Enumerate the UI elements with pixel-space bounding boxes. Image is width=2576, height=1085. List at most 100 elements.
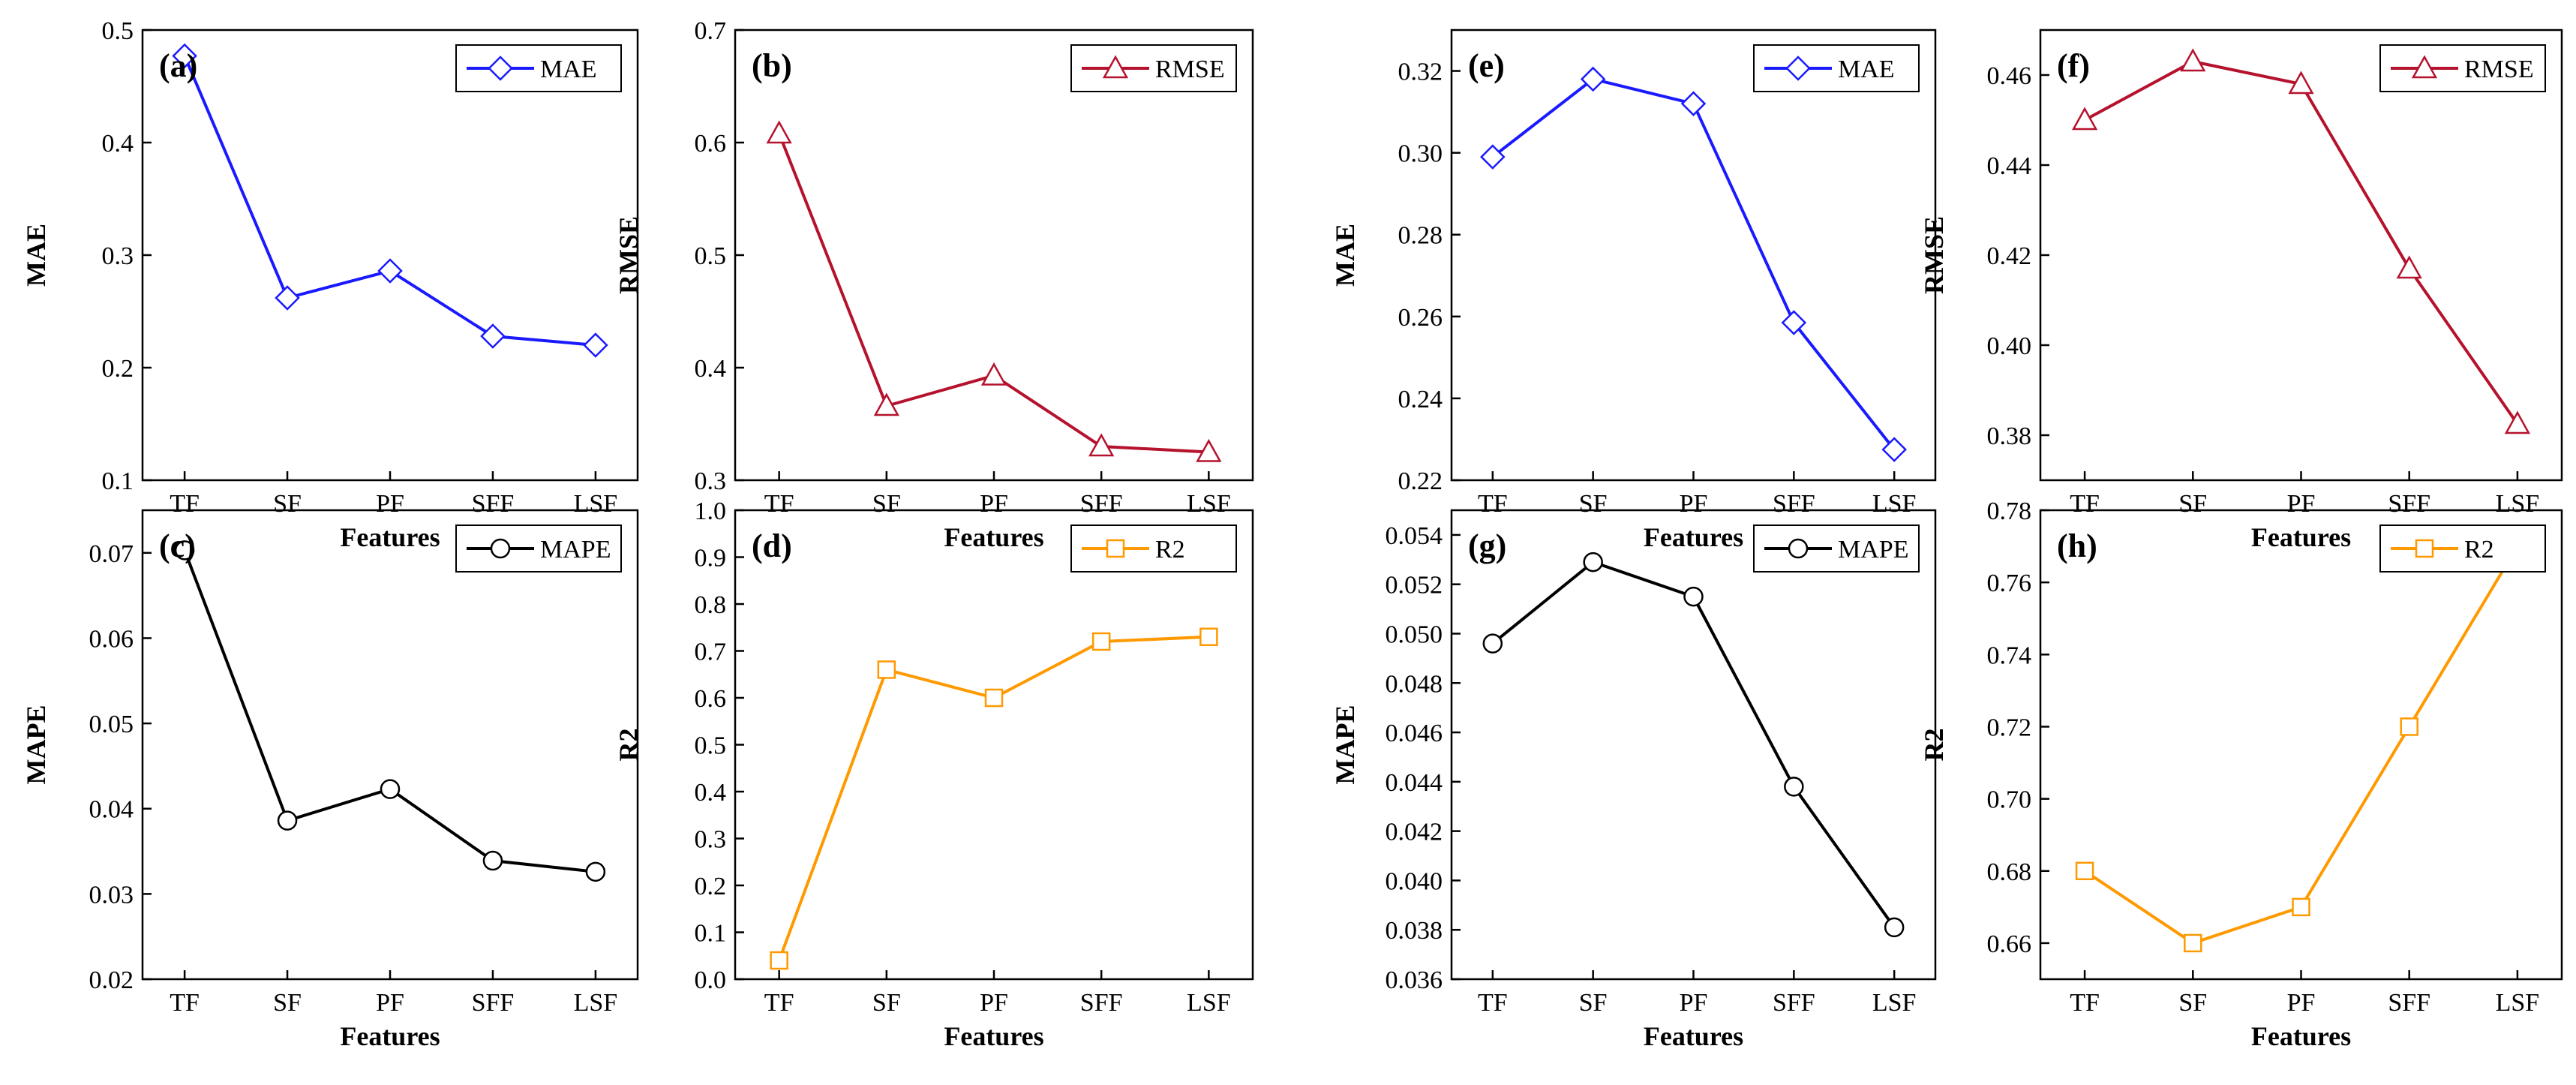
x-axis-title: Features <box>944 1021 1043 1051</box>
x-axis-title: Features <box>2251 522 2351 552</box>
x-tick-label: LSF <box>1872 490 1917 518</box>
x-tick-label: SFF <box>1080 989 1123 1017</box>
x-tick-label: LSF <box>2496 989 2540 1017</box>
legend: RMSE <box>1070 44 1237 92</box>
series-line <box>183 55 596 347</box>
series-line <box>1491 560 1896 929</box>
y-tick-label: 0.06 <box>89 625 134 653</box>
x-tick-label: PF <box>2287 490 2316 518</box>
x-tick-label: TF <box>2070 490 2100 518</box>
x-tick-label: SFF <box>1773 989 1815 1017</box>
y-tick-label: 0.2 <box>102 355 134 383</box>
x-tick-label: SFF <box>1080 490 1123 518</box>
x-axis-title: Features <box>2251 1021 2351 1051</box>
y-tick-label: 0.1 <box>695 920 727 948</box>
data-point <box>583 332 608 358</box>
y-tick-label: 0.050 <box>1386 621 1443 648</box>
data-point <box>275 285 300 311</box>
y-tick-label: 0.74 <box>1987 642 2032 669</box>
data-point <box>980 362 1007 386</box>
legend-label: MAPE <box>540 536 611 564</box>
plot-frame <box>1450 509 1937 981</box>
data-point <box>1199 627 1218 646</box>
x-tick-label: LSF <box>1872 989 1917 1017</box>
series-line <box>1491 77 1896 451</box>
y-tick-label: 0.038 <box>1386 917 1443 945</box>
legend-label: MAE <box>540 56 597 83</box>
y-tick-label: 0.3 <box>695 826 727 854</box>
x-tick-label: TF <box>170 490 200 518</box>
legend: RMSE <box>2379 44 2546 92</box>
data-point <box>1583 552 1603 573</box>
data-point <box>770 951 788 970</box>
y-tick-label: 0.22 <box>1398 467 1443 495</box>
x-tick-label: SFF <box>2388 989 2430 1017</box>
y-tick-label: 0.052 <box>1386 572 1443 600</box>
legend-marker <box>1785 56 1811 81</box>
legend-box <box>1070 44 1237 92</box>
x-tick-label: PF <box>376 989 404 1017</box>
y-tick-label: 0.44 <box>1987 152 2032 180</box>
data-point <box>172 43 197 69</box>
y-tick-label: 0.7 <box>695 17 727 45</box>
x-axis-title: Features <box>1644 1021 1743 1051</box>
data-point <box>1091 632 1111 651</box>
y-axis-title: MAPE <box>21 705 51 785</box>
data-point <box>2071 107 2098 131</box>
y-tick-label: 0.5 <box>102 17 134 45</box>
y-tick-label: 0.28 <box>1398 222 1443 250</box>
x-tick-label: SFF <box>472 989 515 1017</box>
x-axis-title: Features <box>944 522 1043 552</box>
y-tick-label: 0.24 <box>1398 386 1443 413</box>
y-tick-label: 0.036 <box>1386 966 1443 994</box>
plot-frame <box>734 509 1254 981</box>
data-point <box>480 323 506 349</box>
panel-label: (c) <box>159 527 196 564</box>
x-tick-label: SF <box>1579 490 1608 518</box>
legend: MAE <box>1753 44 1920 92</box>
data-point <box>1580 66 1606 92</box>
y-tick-label: 0.78 <box>1987 497 2032 525</box>
y-tick-label: 0.4 <box>695 355 727 383</box>
data-point <box>1784 777 1804 797</box>
x-tick-label: PF <box>2287 989 2316 1017</box>
y-tick-label: 0.044 <box>1386 769 1443 797</box>
chart-panel: 0.22 0.24 0.26 0.28 0.30 0.32 TF SF PF SFF LSF Feat… <box>1330 29 1937 552</box>
data-point <box>1480 144 1506 170</box>
legend: MAE <box>455 44 622 92</box>
panel-label: (d) <box>752 527 792 564</box>
x-tick-label: TF <box>170 989 200 1017</box>
x-tick-label: PF <box>1680 989 1708 1017</box>
y-tick-label: 0.38 <box>1987 422 2032 450</box>
data-point <box>1196 438 1222 462</box>
y-tick-label: 0.02 <box>89 966 134 994</box>
y-tick-label: 0.30 <box>1398 140 1443 168</box>
x-tick-label: LSF <box>1187 490 1231 518</box>
x-tick-label: PF <box>980 490 1008 518</box>
data-point <box>1683 586 1704 607</box>
legend-marker <box>1788 538 1809 559</box>
y-tick-label: 0.042 <box>1386 819 1443 846</box>
data-point <box>2180 48 2206 72</box>
chart-panel: 0.02 0.03 0.04 0.05 0.06 0.07 TF SF PF SFF LSF Feat… <box>21 509 639 1051</box>
y-tick-label: 0.05 <box>89 711 134 738</box>
data-point <box>2400 717 2418 736</box>
y-axis-title: R2 <box>614 729 644 762</box>
chart-panel: 0.1 0.2 0.3 0.4 0.5 TF SF PF SFF LSF Features MAE (a… <box>21 17 639 552</box>
x-tick-label: SF <box>273 989 302 1017</box>
x-tick-label: PF <box>980 989 1008 1017</box>
y-tick-label: 0.46 <box>1987 62 2032 90</box>
y-tick-label: 0.3 <box>102 242 134 270</box>
data-point <box>766 120 792 144</box>
panel-label: (e) <box>1468 47 1505 84</box>
data-point <box>482 850 503 871</box>
panel-label: (f) <box>2057 47 2090 84</box>
y-axis-title: RMSE <box>1919 216 1949 294</box>
y-axis-title: R2 <box>1919 729 1949 762</box>
y-tick-label: 0.66 <box>1987 930 2032 958</box>
y-tick-label: 1.0 <box>695 497 727 525</box>
x-axis-title: Features <box>1644 522 1743 552</box>
chart-panel: 0.0 0.1 0.2 0.3 0.4 0.5 0.6 0.7 0.8 0.9 1.0 TF SF PF S… <box>614 497 1254 1051</box>
